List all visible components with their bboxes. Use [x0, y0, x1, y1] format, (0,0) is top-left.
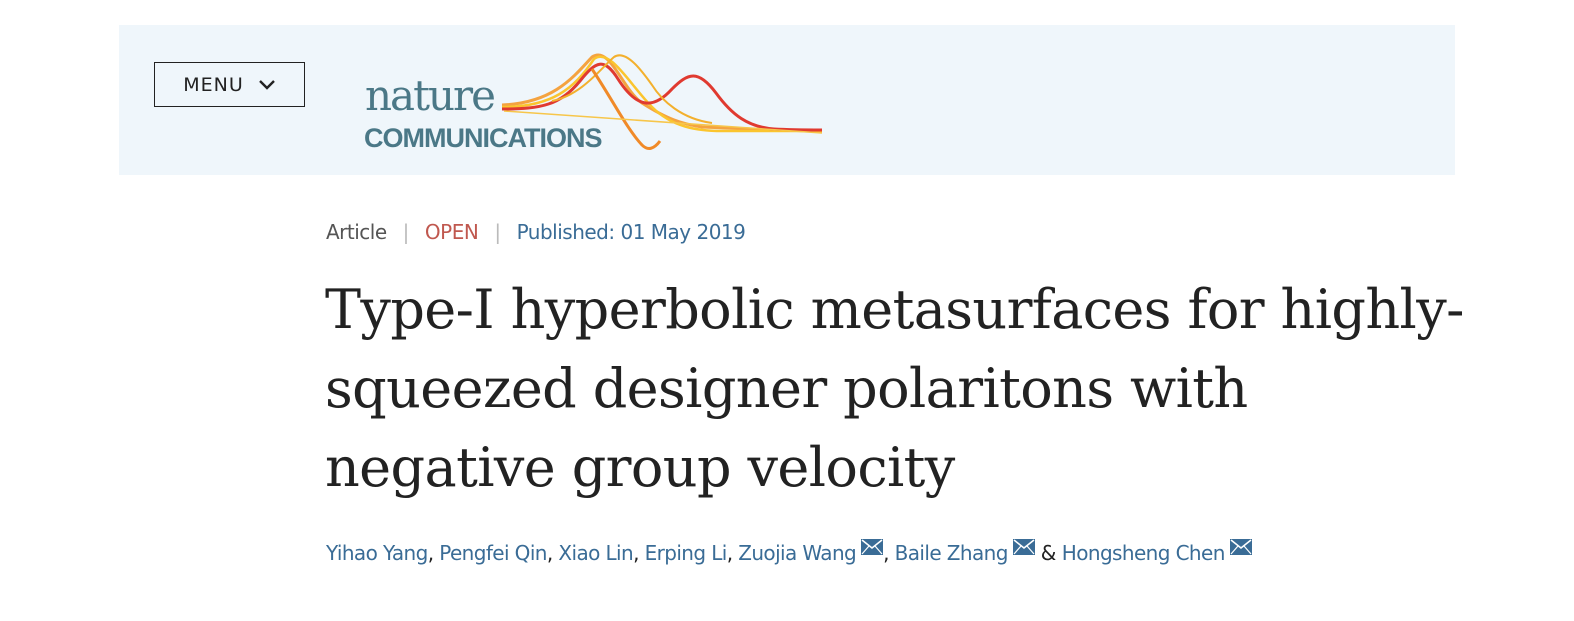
- author-conjunction: &: [1040, 541, 1057, 565]
- logo-communications-text: COMMUNICATIONS: [364, 123, 602, 153]
- logo-nature-text: nature: [365, 71, 496, 120]
- author-separator: ,: [427, 541, 440, 565]
- meta-separator: |: [402, 220, 410, 244]
- author-link[interactable]: Baile Zhang: [894, 541, 1009, 565]
- author-link[interactable]: Yihao Yang: [326, 541, 428, 565]
- author-separator: ,: [633, 541, 645, 565]
- site-header: MENU nature COMMUNICATIONS: [119, 25, 1455, 175]
- article-title: Type-I hyperbolic metasurfaces for highl…: [325, 278, 1464, 499]
- article-meta: Article | OPEN | Published: 01 May 2019: [326, 217, 746, 247]
- menu-label: MENU: [183, 73, 244, 96]
- article-type: Article: [326, 220, 387, 244]
- open-access-badge: OPEN: [424, 220, 479, 244]
- author-separator: ,: [726, 541, 739, 565]
- author-link[interactable]: Pengfei Qin: [439, 541, 547, 565]
- author-link[interactable]: Zuojia Wang: [738, 541, 857, 565]
- author-link[interactable]: Erping Li: [644, 541, 728, 565]
- author-list: Yihao Yang, Pengfei Qin, Xiao Lin, Erpin…: [326, 537, 1252, 569]
- published-date[interactable]: Published: 01 May 2019: [516, 220, 746, 244]
- menu-button[interactable]: MENU: [154, 62, 305, 107]
- author-separator: ,: [546, 541, 559, 565]
- mail-icon[interactable]: [1012, 539, 1035, 555]
- meta-separator: |: [494, 220, 501, 244]
- mail-icon[interactable]: [1229, 539, 1252, 555]
- journal-logo[interactable]: nature COMMUNICATIONS: [362, 49, 822, 159]
- author-link[interactable]: Xiao Lin: [558, 541, 634, 565]
- author-separator: ,: [883, 541, 895, 565]
- chevron-down-icon: [258, 79, 275, 90]
- mail-icon[interactable]: [861, 539, 884, 555]
- author-link[interactable]: Hongsheng Chen: [1061, 541, 1226, 565]
- logo-wave-icon: [501, 53, 822, 150]
